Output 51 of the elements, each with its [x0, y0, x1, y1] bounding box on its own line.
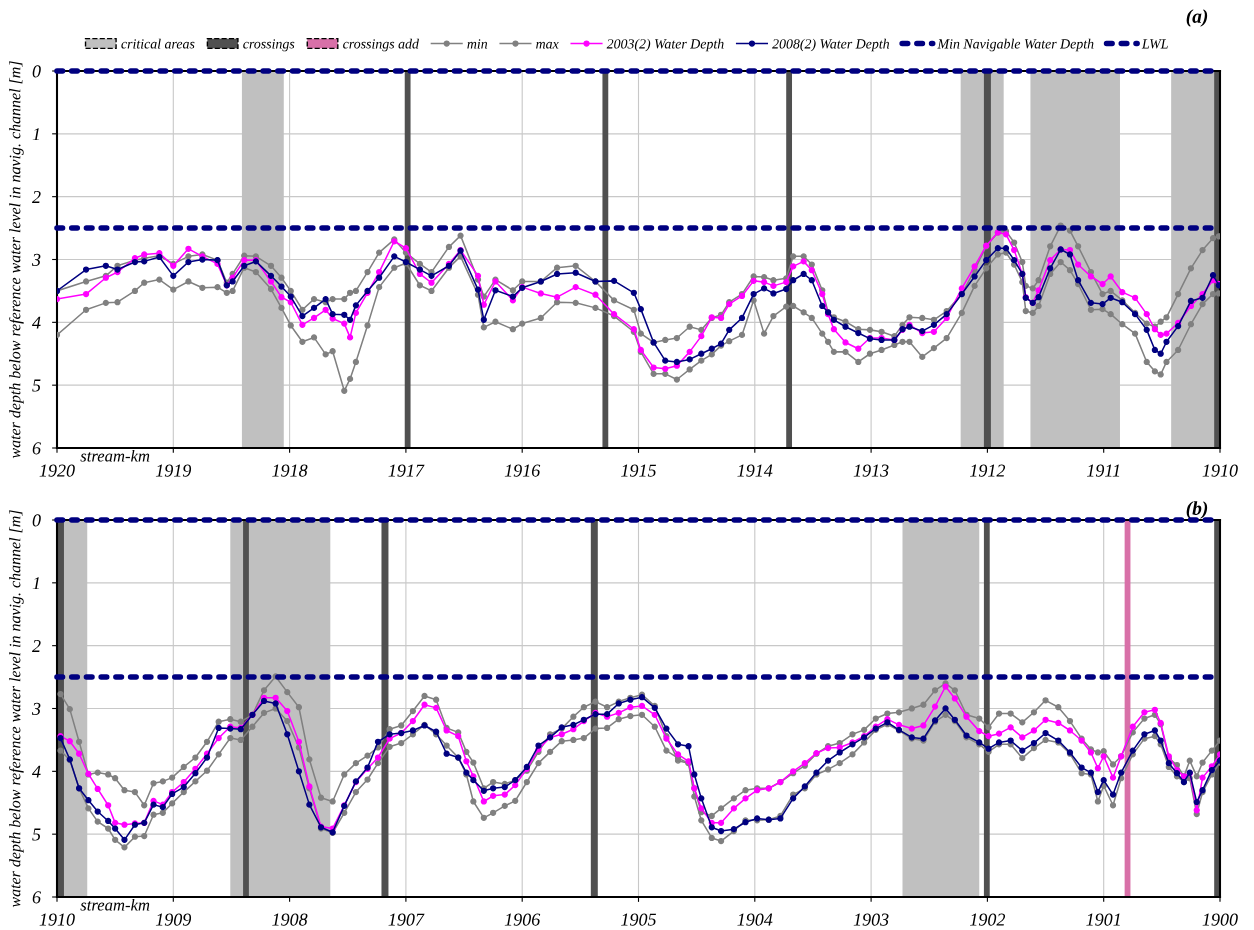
legend-label: max	[536, 41, 559, 49]
chart-title: (b)	[1186, 501, 1208, 519]
y-tick-label: 5	[32, 379, 41, 392]
x-tick-label: 1908	[272, 913, 308, 926]
y-tick-label: 4	[32, 316, 41, 329]
x-tick-label: 1904	[737, 913, 773, 926]
y-axis-title: water depth below reference water level in navig. channel [m]	[9, 510, 24, 908]
y-tick-label: 2	[32, 190, 41, 203]
x-tick-label: 1910	[39, 913, 75, 926]
y-tick-label: 4	[32, 765, 41, 778]
legend-label: critical areas	[121, 38, 195, 49]
x-tick-label: 1917	[388, 464, 425, 477]
x-axis-title: stream-km	[80, 898, 150, 911]
x-tick-label: 1901	[1086, 913, 1120, 926]
legend-label: crossings	[243, 39, 295, 52]
x-tick-label: 1903	[853, 913, 889, 926]
x-axis-title: stream-km	[80, 449, 150, 462]
x-tick-label: 1900	[1202, 913, 1238, 926]
y-tick-label: 6	[32, 442, 41, 455]
x-tick-label: 1919	[155, 464, 192, 477]
legend-label: LWL	[1141, 39, 1168, 49]
x-tick-label: 1914	[737, 464, 773, 477]
x-tick-label: 1905	[621, 913, 657, 926]
y-tick-label: 3	[31, 253, 41, 266]
y-tick-label: 1	[32, 128, 40, 141]
legend-label: Min Navigable Water Depth	[937, 38, 1094, 52]
x-tick-label: 1915	[621, 464, 657, 477]
y-tick-label: 2	[32, 639, 41, 652]
legend-label: min	[467, 39, 488, 49]
x-tick-label: 1920	[39, 464, 75, 477]
legend-label: 2003(2) Water Depth	[606, 38, 724, 52]
x-tick-label: 1911	[1086, 464, 1120, 477]
x-tick-label: 1912	[969, 464, 1006, 477]
legend-label: crossings add	[343, 38, 419, 52]
legend-label: 2008(2) Water Depth	[772, 38, 890, 52]
y-tick-label: 1	[32, 577, 40, 590]
x-tick-label: 1902	[969, 913, 1006, 926]
x-tick-label: 1918	[272, 464, 308, 477]
y-tick-label: 0	[32, 514, 41, 527]
y-tick-label: 0	[32, 65, 41, 78]
y-tick-label: 5	[32, 828, 41, 841]
x-tick-label: 1906	[504, 913, 541, 926]
x-tick-label: 1910	[1202, 464, 1238, 477]
chart-title: (a)	[1186, 9, 1208, 27]
x-tick-label: 1909	[155, 913, 192, 926]
y-tick-label: 6	[32, 891, 41, 904]
x-tick-label: 1916	[504, 464, 541, 477]
x-tick-label: 1913	[853, 464, 889, 477]
y-axis-title: water depth below reference water level in navig. channel [m]	[9, 61, 24, 459]
y-tick-label: 3	[31, 702, 41, 715]
x-tick-label: 1907	[388, 913, 425, 926]
